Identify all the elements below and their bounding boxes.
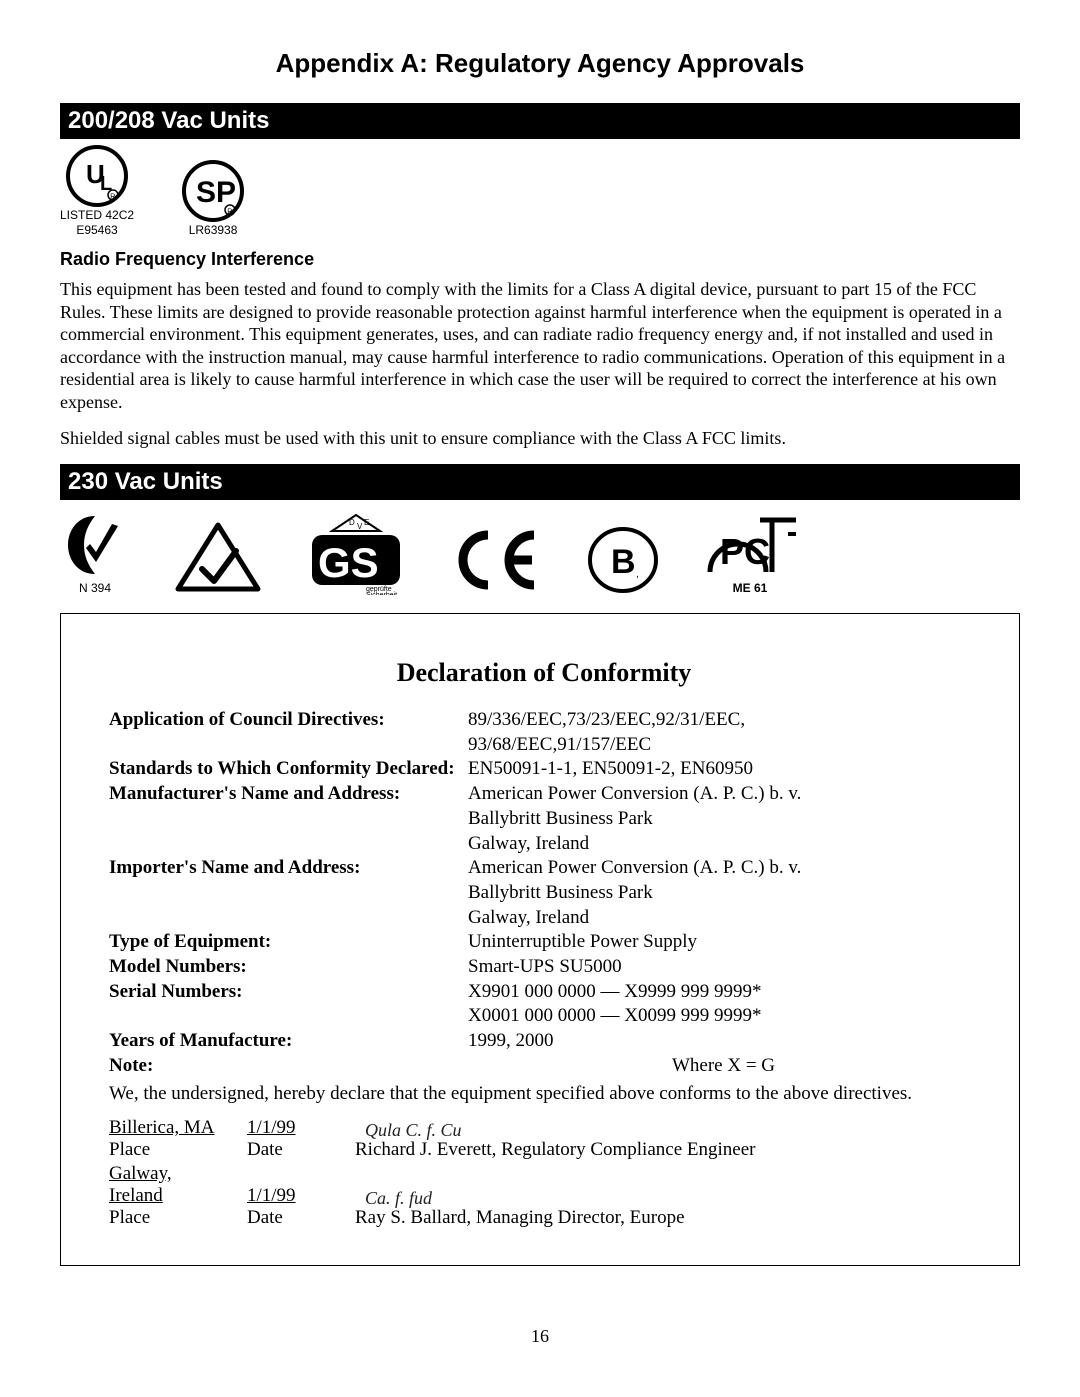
sig2-name: Ray S. Ballard, Managing Director, Europ… bbox=[355, 1207, 979, 1229]
sig1-place-label: Place bbox=[109, 1139, 229, 1161]
section-bar-230: 230 Vac Units bbox=[60, 464, 1020, 500]
pct-icon: PC bbox=[702, 514, 798, 580]
svg-text:V: V bbox=[357, 522, 363, 531]
manufacturer-label: Manufacturer's Name and Address: bbox=[109, 782, 464, 807]
svg-text:PC: PC bbox=[720, 531, 770, 572]
sp-logo-item: SP R LR63938 bbox=[182, 160, 244, 237]
standards-value: EN50091-1-1, EN50091-2, EN60950 bbox=[468, 757, 979, 782]
page-number: 16 bbox=[60, 1326, 1020, 1347]
ce-logo-item bbox=[448, 525, 544, 595]
declaration-statement: We, the undersigned, hereby declare that… bbox=[109, 1082, 979, 1107]
serial-value-2: X0001 000 0000 — X0099 999 9999* bbox=[468, 1004, 979, 1029]
declaration-grid: Application of Council Directives: 89/33… bbox=[109, 708, 979, 1078]
importer-value-3: Galway, Ireland bbox=[468, 906, 979, 931]
model-label: Model Numbers: bbox=[109, 955, 464, 980]
sp-caption: LR63938 bbox=[189, 224, 238, 237]
type-label: Type of Equipment: bbox=[109, 930, 464, 955]
sig2-signature-scribble: Ca. f. fud bbox=[355, 1189, 979, 1207]
serial-label: Serial Numbers: bbox=[109, 980, 464, 1005]
sig1-place: Billerica, MA bbox=[109, 1117, 229, 1139]
svg-text:L: L bbox=[100, 173, 112, 195]
sp-csa-icon: SP R bbox=[182, 160, 244, 222]
ul-caption-line1: LISTED 42C2 bbox=[60, 209, 134, 222]
manufacturer-value-2: Ballybritt Business Park bbox=[468, 807, 979, 832]
svg-text:Sicherheit: Sicherheit bbox=[366, 592, 397, 595]
gs-vde-icon: D V E GS geprüfte Sicherheit bbox=[306, 513, 406, 595]
years-label: Years of Manufacture: bbox=[109, 1029, 464, 1054]
importer-value-1: American Power Conversion (A. P. C.) b. … bbox=[468, 856, 979, 881]
sig2-date-label: Date bbox=[247, 1207, 337, 1229]
svg-text:R: R bbox=[110, 193, 115, 200]
svg-text:R: R bbox=[227, 209, 232, 216]
logo-row-230: N 394 D V E GS geprüfte Sicherheit B bbox=[60, 510, 1020, 595]
rfi-paragraph-1: This equipment has been tested and found… bbox=[60, 278, 1020, 413]
b-circle-icon: B , bbox=[586, 525, 660, 595]
ul-listed-icon: U L R bbox=[66, 145, 128, 207]
rfi-paragraph-2: Shielded signal cables must be used with… bbox=[60, 427, 1020, 450]
svg-text:GS: GS bbox=[318, 539, 379, 586]
me61-caption: ME 61 bbox=[733, 582, 768, 595]
section-bar-200-208: 200/208 Vac Units bbox=[60, 103, 1020, 139]
me61-logo-item: PC ME 61 bbox=[702, 514, 798, 595]
directives-value-1: 89/336/EEC,73/23/EEC,92/31/EEC, bbox=[468, 708, 979, 733]
svg-text:E: E bbox=[364, 518, 369, 527]
rfi-heading: Radio Frequency Interference bbox=[60, 249, 1020, 270]
ctick-logo-item: N 394 bbox=[60, 510, 130, 595]
ul-logo-item: U L R LISTED 42C2 E95463 bbox=[60, 145, 134, 237]
triangle-check-logo-item bbox=[172, 519, 264, 595]
manufacturer-value-3: Galway, Ireland bbox=[468, 832, 979, 857]
sig1-signature-scribble: Qula C. f. Cu bbox=[355, 1121, 979, 1139]
standards-label: Standards to Which Conformity Declared: bbox=[109, 757, 464, 782]
importer-label: Importer's Name and Address: bbox=[109, 856, 464, 881]
svg-text:D: D bbox=[349, 518, 355, 527]
sig1-date-label: Date bbox=[247, 1139, 337, 1161]
appendix-title: Appendix A: Regulatory Agency Approvals bbox=[60, 48, 1020, 79]
triangle-check-icon bbox=[172, 519, 264, 595]
svg-text:,: , bbox=[636, 569, 639, 580]
ul-caption-line2: E95463 bbox=[76, 224, 117, 237]
note-label: Note: bbox=[109, 1054, 464, 1079]
directives-value-2: 93/68/EEC,91/157/EEC bbox=[468, 733, 979, 758]
svg-text:SP: SP bbox=[196, 176, 236, 209]
gs-logo-item: D V E GS geprüfte Sicherheit bbox=[306, 513, 406, 595]
sig2-place-label: Place bbox=[109, 1207, 229, 1229]
declaration-title: Declaration of Conformity bbox=[109, 658, 979, 688]
logo-row-200-208: U L R LISTED 42C2 E95463 SP R LR63938 bbox=[60, 145, 1020, 237]
serial-value-1: X9901 000 0000 — X9999 999 9999* bbox=[468, 980, 979, 1005]
type-value: Uninterruptible Power Supply bbox=[468, 930, 979, 955]
svg-text:B: B bbox=[611, 543, 636, 581]
ctick-caption: N 394 bbox=[79, 582, 111, 595]
ce-mark-icon bbox=[448, 525, 544, 595]
years-value: 1999, 2000 bbox=[468, 1029, 979, 1054]
declaration-box: Declaration of Conformity Application of… bbox=[60, 613, 1020, 1266]
directives-label: Application of Council Directives: bbox=[109, 708, 464, 733]
model-value: Smart-UPS SU5000 bbox=[468, 955, 979, 980]
sig1-name: Richard J. Everett, Regulatory Complianc… bbox=[355, 1139, 979, 1161]
sig2-date: 1/1/99 bbox=[247, 1185, 337, 1207]
b-circle-logo-item: B , bbox=[586, 525, 660, 595]
importer-value-2: Ballybritt Business Park bbox=[468, 881, 979, 906]
sig1-date: 1/1/99 bbox=[247, 1117, 337, 1139]
ctick-icon bbox=[60, 510, 130, 580]
signature-block: Billerica, MA 1/1/99 Qula C. f. Cu Place… bbox=[109, 1117, 979, 1229]
manufacturer-value-1: American Power Conversion (A. P. C.) b. … bbox=[468, 782, 979, 807]
sig2-place: Galway, Ireland bbox=[109, 1163, 229, 1207]
note-value: Where X = G bbox=[468, 1054, 979, 1079]
